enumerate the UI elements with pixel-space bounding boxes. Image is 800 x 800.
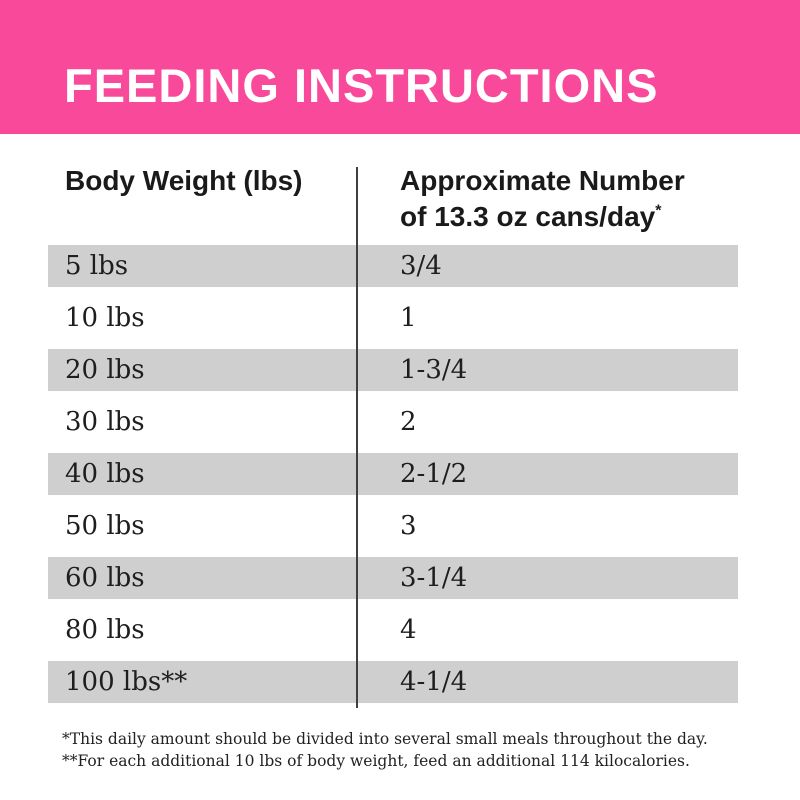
table-row: 80 lbs 4 (48, 604, 738, 656)
footnote-marker: * (655, 202, 662, 220)
table-row: 50 lbs 3 (48, 500, 738, 552)
table-row: 10 lbs 1 (48, 292, 738, 344)
cans-header-line2: of 13.3 oz cans/day (400, 201, 656, 232)
cans-per-day-cell: 1 (400, 303, 417, 333)
column-divider-line (356, 167, 358, 708)
column-header-body-weight: Body Weight (lbs) (65, 165, 303, 196)
body-weight-cell: 40 lbs (65, 459, 145, 489)
table-row: 5 lbs 3/4 (48, 240, 738, 292)
footnote-additional-weight: **For each additional 10 lbs of body wei… (62, 752, 690, 770)
body-weight-cell: 30 lbs (65, 407, 145, 437)
body-weight-cell: 80 lbs (65, 615, 145, 645)
table-row: 20 lbs 1-3/4 (48, 344, 738, 396)
cans-per-day-cell: 3/4 (400, 251, 442, 281)
column-header-cans-per-day: Approximate Number of 13.3 oz cans/day* (356, 163, 738, 235)
body-weight-cell: 100 lbs** (65, 667, 188, 697)
table-row: 30 lbs 2 (48, 396, 738, 448)
table-row: 60 lbs 3-1/4 (48, 552, 738, 604)
table-header-row: Body Weight (lbs) Approximate Number of … (48, 163, 738, 235)
body-weight-cell: 5 lbs (65, 251, 129, 281)
body-weight-cell: 20 lbs (65, 355, 145, 385)
footnotes: *This daily amount should be divided int… (62, 728, 762, 772)
body-weight-cell: 60 lbs (65, 563, 145, 593)
cans-per-day-cell: 1-3/4 (400, 355, 468, 385)
table-body: 5 lbs 3/4 10 lbs 1 20 lbs 1-3/4 30 lbs 2… (48, 240, 738, 708)
body-weight-cell: 10 lbs (65, 303, 145, 333)
cans-per-day-cell: 4-1/4 (400, 667, 468, 697)
cans-per-day-cell: 3-1/4 (400, 563, 468, 593)
cans-per-day-cell: 2-1/2 (400, 459, 468, 489)
table-row: 100 lbs** 4-1/4 (48, 656, 738, 708)
page-title: FEEDING INSTRUCTIONS (64, 59, 659, 112)
table-row: 40 lbs 2-1/2 (48, 448, 738, 500)
title-banner: FEEDING INSTRUCTIONS (0, 0, 800, 134)
footnote-daily-amount: *This daily amount should be divided int… (62, 730, 708, 748)
cans-per-day-cell: 3 (400, 511, 417, 541)
cans-per-day-cell: 2 (400, 407, 417, 437)
body-weight-cell: 50 lbs (65, 511, 145, 541)
cans-header-line1: Approximate Number (400, 165, 685, 196)
cans-per-day-cell: 4 (400, 615, 417, 645)
